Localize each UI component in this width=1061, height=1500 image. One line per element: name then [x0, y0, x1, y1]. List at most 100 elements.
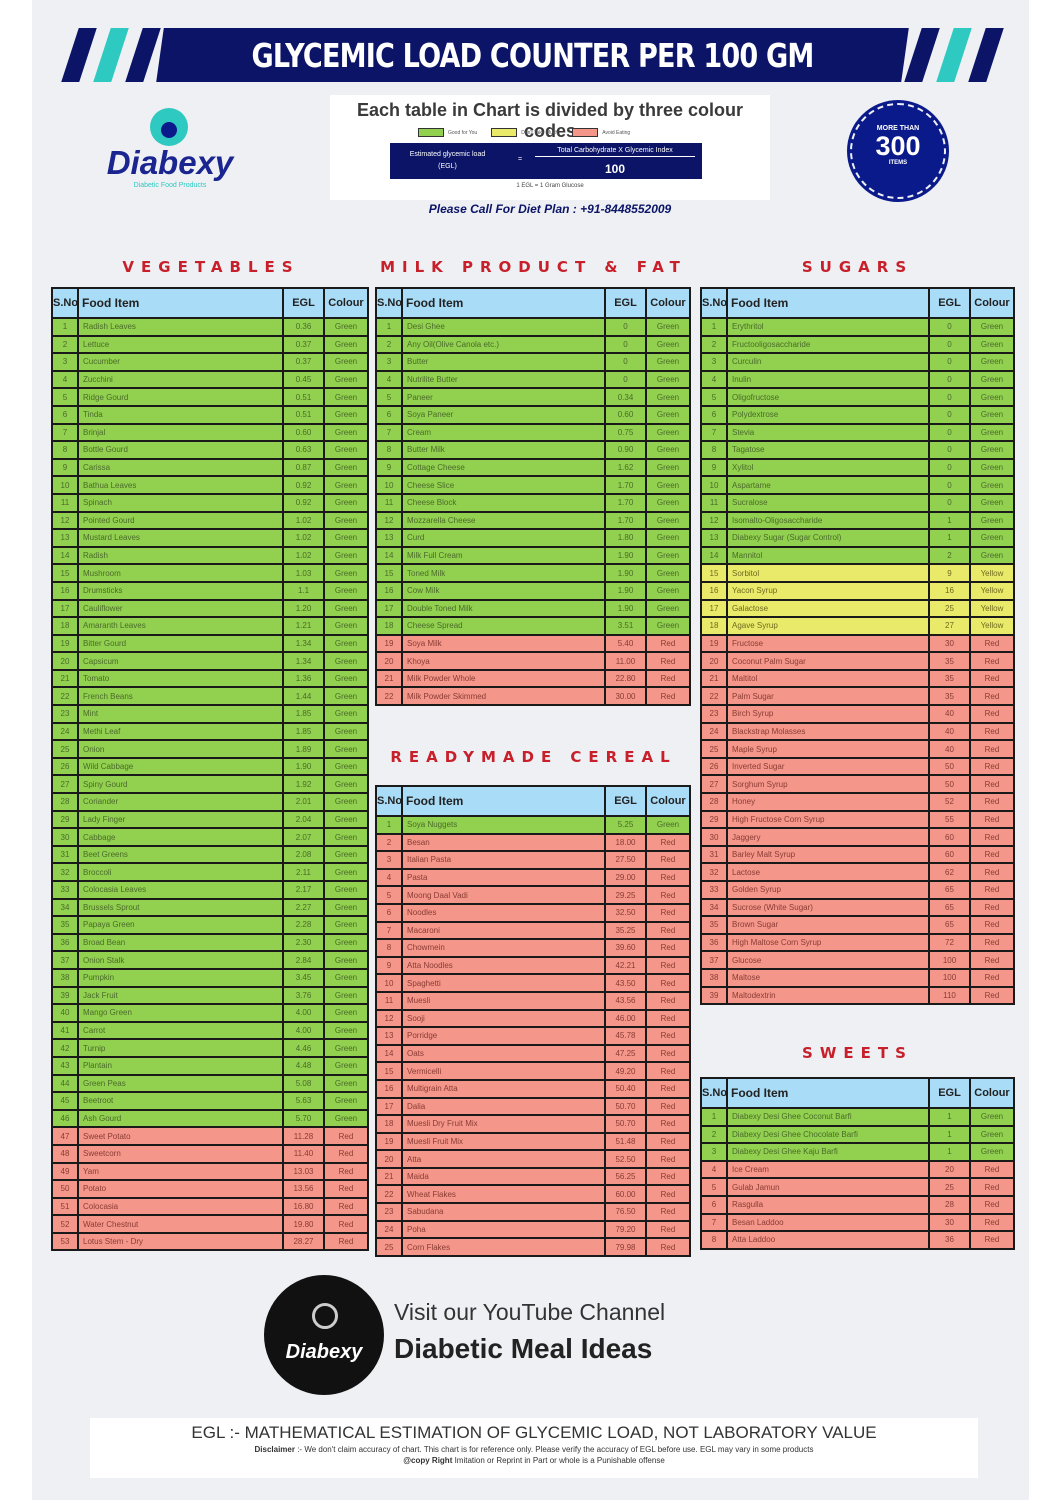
colour-code: Green	[323, 792, 369, 812]
food-item: Atta	[401, 1149, 606, 1169]
column-header-sno: S.No.	[375, 785, 403, 817]
food-item: Lettuce	[77, 334, 284, 355]
table-row: 8 Chowmein 39.60 Red	[375, 938, 691, 958]
egl-value: 1.34	[282, 633, 325, 654]
brand-logo: Diabexy Diabetic Food Products	[105, 108, 235, 194]
egl-value: 0	[928, 334, 971, 355]
egl-value: 1	[928, 1124, 971, 1145]
food-item: Wheat Flakes	[401, 1184, 606, 1205]
serial-number: 11	[375, 492, 403, 513]
food-item: Polydextrose	[726, 404, 930, 425]
serial-number: 19	[700, 633, 728, 654]
table-row: 9 Atta Noodles 42.21 Red	[375, 955, 691, 976]
food-item: Jack Fruit	[77, 985, 284, 1006]
table-row: 18 Muesli Dry Fruit Mix 50.70 Red	[375, 1114, 691, 1134]
colour-code: Red	[969, 704, 1015, 724]
table-row: 53 Lotus Stem - Dry 28.27 Red	[51, 1231, 369, 1252]
table-row: 10 Aspartame 0 Green	[700, 475, 1015, 495]
youtube-channel-name[interactable]: Diabetic Meal Ideas	[394, 1333, 653, 1364]
food-item: Cottage Cheese	[401, 457, 606, 478]
serial-number: 5	[700, 1177, 728, 1197]
egl-value: 1.92	[282, 774, 325, 795]
serial-number: 10	[51, 475, 79, 495]
food-item: Oats	[401, 1043, 606, 1064]
egl-value: 4.46	[282, 1038, 325, 1058]
serial-number: 38	[700, 967, 728, 988]
colour-code: Red	[645, 668, 691, 689]
colour-code: Green	[323, 1091, 369, 1111]
table-row: 5 Gulab Jamun 25 Red	[700, 1177, 1015, 1197]
colour-code: Green	[323, 580, 369, 601]
serial-number: 49	[51, 1161, 79, 1182]
colour-code: Green	[323, 827, 369, 847]
formula-equals: =	[518, 156, 523, 163]
food-item: Multigrain Atta	[401, 1078, 606, 1099]
serial-number: 8	[375, 938, 403, 958]
table-row: 8 Atta Laddoo 36 Red	[700, 1230, 1015, 1250]
colour-code: Green	[323, 1003, 369, 1023]
serial-number: 22	[700, 686, 728, 707]
table-row: 3 Curculin 0 Green	[700, 352, 1015, 372]
column-header-sno: S.No.	[700, 1077, 728, 1109]
colour-code: Green	[969, 422, 1015, 443]
colour-code: Green	[323, 1055, 369, 1076]
serial-number: 17	[700, 598, 728, 619]
table-row: 7 Besan Laddoo 30 Red	[700, 1212, 1015, 1233]
table-row: 20 Capsicum 1.34 Green	[51, 651, 369, 671]
colour-code: Red	[323, 1196, 369, 1217]
food-item: Diabexy Sugar (Sugar Control)	[726, 528, 930, 548]
colour-code: Red	[645, 867, 691, 888]
food-item: Butter Milk	[401, 440, 606, 460]
colour-code: Red	[323, 1161, 369, 1182]
egl-value: 30	[928, 1212, 971, 1233]
table-row: 11 Spinach 0.92 Green	[51, 492, 369, 513]
serial-number: 32	[700, 862, 728, 882]
legend-red: Avoid Eating	[572, 128, 630, 137]
food-item: Capsicum	[77, 651, 284, 671]
column-header-colour: Colour	[323, 287, 369, 319]
egl-value: 40	[928, 739, 971, 759]
egl-value: 1.02	[282, 528, 325, 548]
table-row: 8 Bottle Gourd 0.63 Green	[51, 440, 369, 460]
food-item: Sweetcorn	[77, 1143, 284, 1164]
table-row: 15 Mushroom 1.03 Green	[51, 563, 369, 583]
food-item: Ash Gourd	[77, 1108, 284, 1129]
egl-value: 40	[928, 704, 971, 724]
egl-value: 30	[928, 633, 971, 654]
egl-value: 3.76	[282, 985, 325, 1006]
food-item: Soya Milk	[401, 633, 606, 654]
serial-number: 3	[700, 352, 728, 372]
food-item: Carissa	[77, 457, 284, 478]
table-row: 7 Macaroni 35.25 Red	[375, 920, 691, 941]
food-item: Soya Paneer	[401, 404, 606, 425]
egl-value: 0	[928, 475, 971, 495]
egl-value: 0	[928, 352, 971, 372]
egl-value: 0	[604, 352, 647, 372]
egl-value: 1.02	[282, 510, 325, 531]
serial-number: 27	[51, 774, 79, 795]
food-item: Bitter Gourd	[77, 633, 284, 654]
food-item: Bathua Leaves	[77, 475, 284, 495]
serial-number: 33	[700, 880, 728, 900]
food-item: Pointed Gourd	[77, 510, 284, 531]
youtube-channel-logo[interactable]: Diabexy	[264, 1275, 384, 1395]
food-item: Maltodextrin	[726, 985, 930, 1006]
colour-code: Red	[645, 651, 691, 671]
egl-value: 2.11	[282, 862, 325, 882]
colour-code: Red	[969, 1230, 1015, 1250]
egl-value: 16	[928, 580, 971, 601]
table-row: 22 Milk Powder Skimmed 30.00 Red	[375, 686, 691, 707]
egl-value: 43.50	[604, 973, 647, 993]
food-item: Pumpkin	[77, 967, 284, 988]
colour-code: Red	[969, 1177, 1015, 1197]
colour-code: Red	[323, 1126, 369, 1146]
food-item: Muesli Fruit Mix	[401, 1131, 606, 1152]
serial-number: 8	[700, 440, 728, 460]
food-item: Muesli	[401, 990, 606, 1011]
table-row: 15 Vermicelli 49.20 Red	[375, 1061, 691, 1081]
serial-number: 6	[700, 1194, 728, 1215]
table-row: 6 Polydextrose 0 Green	[700, 404, 1015, 425]
serial-number: 12	[700, 510, 728, 531]
